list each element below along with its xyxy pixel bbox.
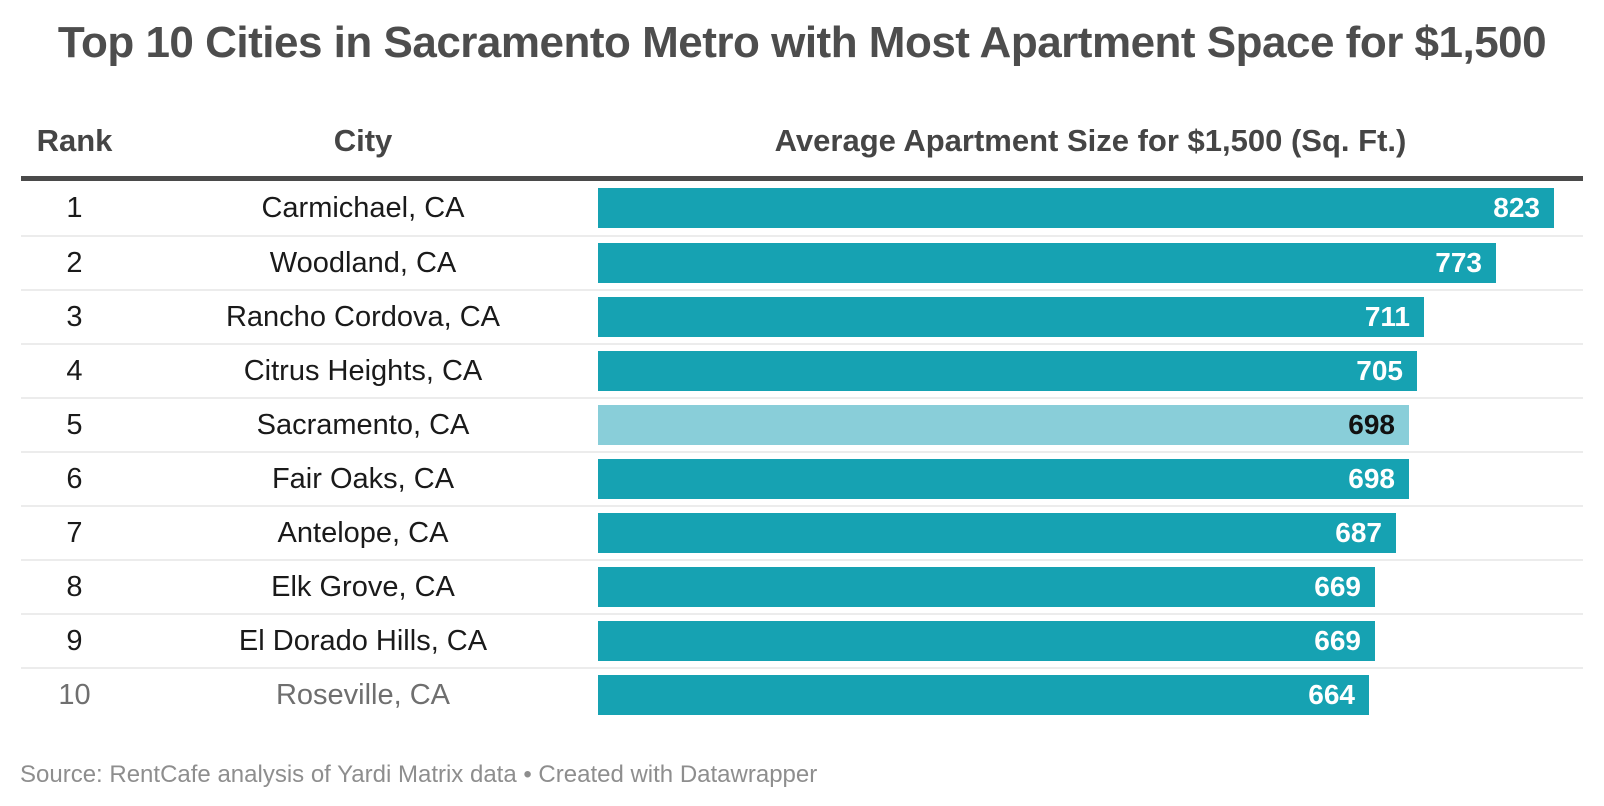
- bar-value-label: 669: [1314, 571, 1361, 602]
- value-bar: 698: [598, 405, 1409, 445]
- table-row: 1 Carmichael, CA 823: [21, 181, 1583, 235]
- table-row: 9 El Dorado Hills, CA 669: [21, 613, 1583, 667]
- table-row: 4 Citrus Heights, CA 705: [21, 343, 1583, 397]
- table-header-row: Rank City Average Apartment Size for $1,…: [21, 122, 1583, 181]
- table-row: 7 Antelope, CA 687: [21, 505, 1583, 559]
- bar-cell: 698: [598, 459, 1583, 499]
- city-cell: Carmichael, CA: [261, 191, 465, 224]
- column-header-rank: Rank: [36, 123, 113, 158]
- bar-cell: 823: [598, 188, 1583, 228]
- bar-cell: 669: [598, 567, 1583, 607]
- value-bar: 664: [598, 675, 1369, 715]
- rank-cell: 4: [66, 354, 83, 387]
- value-bar: 773: [598, 243, 1496, 283]
- city-cell: El Dorado Hills, CA: [238, 624, 488, 657]
- city-cell: Antelope, CA: [277, 516, 449, 549]
- rank-cell: 2: [66, 246, 83, 279]
- table-row: 3 Rancho Cordova, CA 711: [21, 289, 1583, 343]
- bar-value-label: 698: [1348, 409, 1395, 440]
- value-bar: 669: [598, 621, 1375, 661]
- value-bar: 669: [598, 567, 1375, 607]
- rank-cell: 6: [66, 462, 83, 495]
- bar-cell: 664: [598, 675, 1583, 715]
- source-attribution: Source: RentCafe analysis of Yardi Matri…: [20, 761, 818, 788]
- table-row: 8 Elk Grove, CA 669: [21, 559, 1583, 613]
- bar-cell: 773: [598, 243, 1583, 283]
- value-bar: 705: [598, 351, 1417, 391]
- table-row: 6 Fair Oaks, CA 698: [21, 451, 1583, 505]
- value-bar: 823: [598, 188, 1554, 228]
- city-cell: Woodland, CA: [269, 246, 457, 279]
- value-bar: 698: [598, 459, 1409, 499]
- rank-cell: 9: [66, 624, 83, 657]
- bar-value-label: 669: [1314, 625, 1361, 656]
- rank-cell: 5: [66, 408, 83, 441]
- rank-cell: 1: [66, 191, 83, 224]
- bar-value-label: 664: [1308, 679, 1355, 710]
- bar-cell: 687: [598, 513, 1583, 553]
- bar-value-label: 705: [1356, 355, 1403, 386]
- city-cell: Rancho Cordova, CA: [225, 300, 501, 333]
- value-bar: 687: [598, 513, 1396, 553]
- bar-cell: 711: [598, 297, 1583, 337]
- value-bar: 711: [598, 297, 1424, 337]
- rank-cell: 10: [58, 678, 91, 711]
- city-cell: Fair Oaks, CA: [271, 462, 455, 495]
- city-cell: Citrus Heights, CA: [243, 354, 483, 387]
- table-row: 5 Sacramento, CA 698: [21, 397, 1583, 451]
- bar-value-label: 698: [1348, 463, 1395, 494]
- rank-cell: 7: [66, 516, 83, 549]
- table-row: 2 Woodland, CA 773: [21, 235, 1583, 289]
- city-cell: Elk Grove, CA: [271, 570, 455, 603]
- bar-cell: 705: [598, 351, 1583, 391]
- city-cell: Roseville, CA: [275, 678, 451, 711]
- chart-title: Top 10 Cities in Sacramento Metro with M…: [57, 18, 1547, 67]
- column-header-value: Average Apartment Size for $1,500 (Sq. F…: [774, 123, 1407, 158]
- bar-value-label: 823: [1493, 192, 1540, 223]
- rank-cell: 8: [66, 570, 83, 603]
- rank-cell: 3: [66, 300, 83, 333]
- table-body: 1 Carmichael, CA 823 2 Woodland, CA 773 …: [21, 181, 1583, 721]
- bar-value-label: 687: [1335, 517, 1382, 548]
- column-header-city: City: [333, 123, 393, 158]
- table-row: 10 Roseville, CA 664: [21, 667, 1583, 721]
- bar-value-label: 711: [1364, 301, 1410, 332]
- bar-value-label: 773: [1435, 247, 1482, 278]
- bar-cell: 669: [598, 621, 1583, 661]
- city-cell: Sacramento, CA: [256, 408, 470, 441]
- bar-cell: 698: [598, 405, 1583, 445]
